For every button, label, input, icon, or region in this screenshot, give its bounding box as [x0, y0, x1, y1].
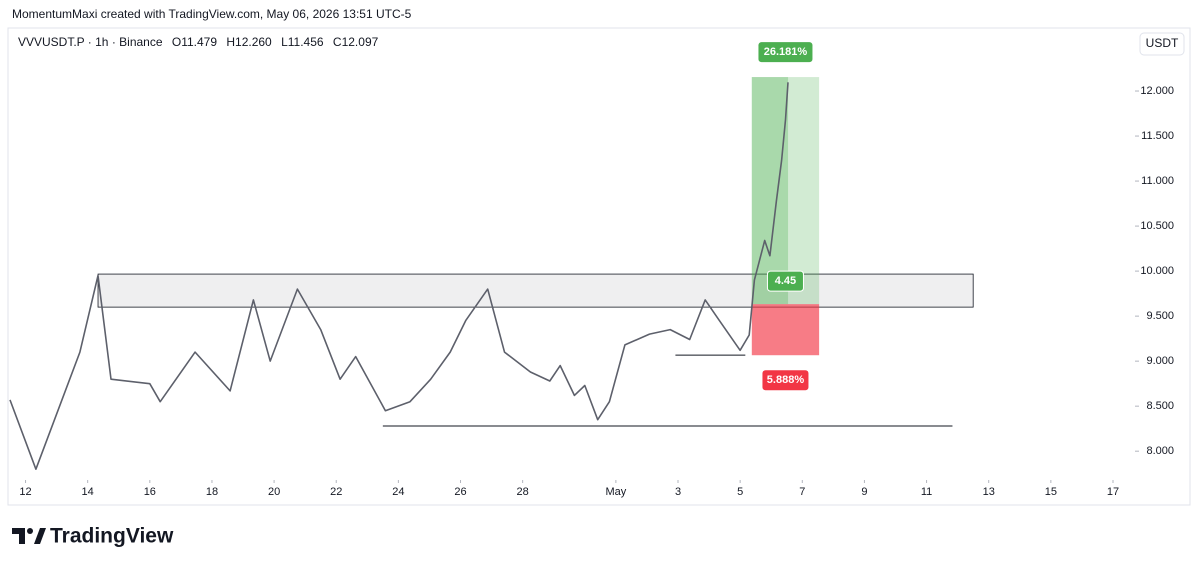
- chart-frame: [7, 27, 1191, 506]
- x-tick-label: 11: [921, 486, 932, 498]
- logo-mark: [34, 528, 46, 544]
- ohlc-high: H12.260: [226, 35, 272, 49]
- stop-label: 5.888%: [767, 374, 805, 386]
- brand: TradingView: [50, 525, 174, 548]
- price-line: [9, 82, 789, 470]
- credit: MomentumMaxi created with TradingView.co…: [12, 7, 412, 21]
- x-tick-label: 26: [454, 486, 466, 498]
- y-tick-label: 12.000: [1140, 85, 1174, 97]
- target-label: 26.181%: [764, 46, 808, 58]
- y-tick-label: 9.500: [1146, 310, 1174, 322]
- ratio-label: 4.45: [775, 275, 796, 287]
- ratio-label-bg: [767, 271, 804, 292]
- logo-mark: [12, 528, 25, 544]
- ratio-outline: [766, 270, 804, 292]
- x-tick-label: 14: [82, 486, 94, 498]
- zone: [97, 273, 974, 308]
- y-tick-label: 10.500: [1140, 220, 1174, 232]
- logo-mark: [27, 528, 33, 534]
- x-tick-label: 28: [517, 486, 529, 498]
- x-tick-label: May: [605, 486, 626, 498]
- stop-label-bg: [762, 370, 809, 391]
- x-tick-label: 17: [1107, 486, 1119, 498]
- x-tick-label: 20: [268, 486, 280, 498]
- y-tick-label: 8.000: [1146, 445, 1174, 457]
- y-tick-label: 9.000: [1146, 355, 1174, 367]
- x-tick-label: 7: [799, 486, 805, 498]
- logo: [12, 528, 46, 544]
- x-tick-label: 12: [19, 486, 31, 498]
- x-tick-label: 5: [737, 486, 743, 498]
- x-tick-label: 22: [330, 486, 342, 498]
- x-tick-label: 15: [1045, 486, 1057, 498]
- target-label-bg: [758, 42, 813, 63]
- x-tick-label: 24: [392, 486, 404, 498]
- legend-line: VVVUSDT.P · 1h · Binance O11.479 H12.260…: [18, 35, 379, 49]
- x-tick-label: 16: [144, 486, 156, 498]
- ohlc-open: O11.479: [172, 35, 217, 49]
- y-tick-label: 10.000: [1140, 265, 1174, 277]
- x-tick-label: 3: [675, 486, 681, 498]
- symbol: VVVUSDT.P · 1h · Binance: [18, 35, 163, 49]
- ohlc-close: C12.097: [333, 35, 379, 49]
- ohlc-low: L11.456: [281, 35, 324, 49]
- x-tick-label: 9: [861, 486, 867, 498]
- y-tick-label: 8.500: [1146, 400, 1174, 412]
- y-tick-label: 11.000: [1141, 175, 1174, 187]
- y-tick-label: 11.500: [1141, 130, 1174, 142]
- x-tick-label: 18: [206, 486, 218, 498]
- loss-zone: [751, 304, 820, 356]
- currency[interactable]: USDT: [1146, 36, 1179, 50]
- currency-button[interactable]: [1139, 32, 1185, 56]
- x-tick-label: 13: [983, 486, 995, 498]
